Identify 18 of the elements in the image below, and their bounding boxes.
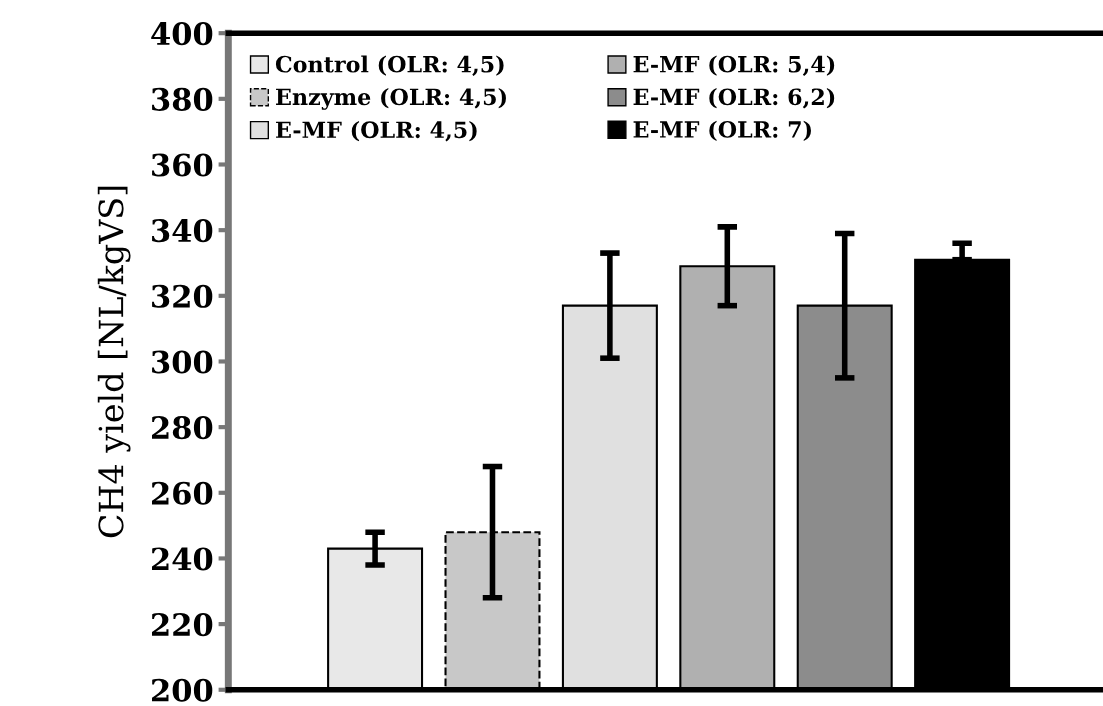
y-tick-label: 340 bbox=[152, 219, 213, 243]
y-tick-label: 380 bbox=[152, 87, 213, 111]
legend-label: Control (OLR: 4,5) bbox=[275, 55, 504, 76]
y-tick-label: 320 bbox=[152, 284, 213, 308]
y-tick-label: 300 bbox=[152, 350, 213, 374]
legend-label: E-MF (OLR: 6,2) bbox=[633, 88, 835, 109]
y-axis-title: CH4 yield [NL/kgVS] bbox=[97, 186, 131, 538]
y-tick-label: 400 bbox=[151, 22, 213, 46]
legend-label: E-MF (OLR: 5,4) bbox=[633, 55, 835, 76]
y-tick-label: 220 bbox=[152, 613, 213, 637]
y-tick-label: 240 bbox=[152, 547, 213, 571]
y-tick-label: 260 bbox=[152, 481, 213, 505]
y-tick-label: 280 bbox=[152, 416, 213, 440]
legend-label: Enzyme (OLR: 4,5) bbox=[276, 88, 506, 110]
legend-label: E-MF (OLR: 7) bbox=[633, 120, 811, 141]
y-tick-label: 360 bbox=[152, 153, 213, 177]
legend-label: E-MF (OLR: 4,5) bbox=[276, 120, 477, 142]
y-tick-label: 200 bbox=[152, 678, 213, 702]
